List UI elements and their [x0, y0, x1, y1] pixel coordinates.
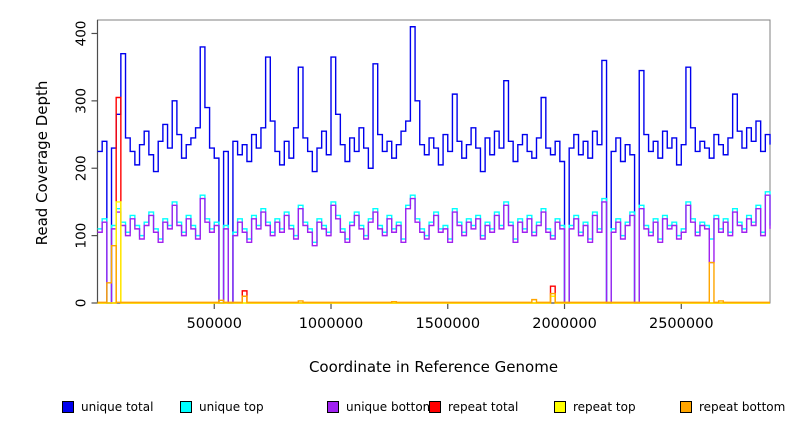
legend-swatch-repeat-total-icon: [429, 401, 441, 413]
legend-label-unique-bottom: unique bottom: [346, 400, 435, 414]
legend-item-unique-total: unique total: [62, 399, 153, 415]
series-line-unique-total: [97, 26, 771, 304]
series-line-unique-top: [97, 191, 771, 304]
x-tick-label: 2500000: [649, 316, 714, 332]
legend-item-repeat-top: repeat top: [554, 399, 636, 415]
legend-item-unique-top: unique top: [180, 399, 264, 415]
legend-swatch-unique-total-icon: [62, 401, 74, 413]
legend-swatch-unique-bottom-icon: [327, 401, 339, 413]
x-tick-label: 2000000: [532, 316, 597, 332]
plot-box: [97, 19, 771, 304]
y-tick-label: 0: [74, 299, 90, 308]
legend-label-unique-top: unique top: [199, 400, 264, 414]
legend-swatch-repeat-bottom-icon: [680, 401, 692, 413]
legend-item-repeat-bottom: repeat bottom: [680, 399, 785, 415]
series-line-unique-bottom: [97, 194, 771, 304]
x-tick-label: 500000: [187, 316, 242, 332]
x-tick-label: 1500000: [415, 316, 480, 332]
y-tick-label: 300: [74, 88, 90, 114]
legend-item-unique-bottom: unique bottom: [327, 399, 434, 415]
x-axis-title: Coordinate in Reference Genome: [308, 358, 559, 376]
y-tick-label: 200: [74, 155, 90, 181]
legend-label-repeat-total: repeat total: [448, 400, 519, 414]
y-tick-label: 400: [74, 21, 90, 47]
legend-swatch-unique-top-icon: [180, 401, 192, 413]
legend-item-repeat-total: repeat total: [429, 399, 518, 415]
y-tick-label: 100: [74, 223, 90, 249]
x-tick-label: 1000000: [299, 316, 364, 332]
legend-swatch-repeat-top-icon: [554, 401, 566, 413]
series-line-repeat-bottom: [97, 245, 770, 304]
legend-label-repeat-top: repeat top: [573, 400, 636, 414]
legend-label-repeat-bottom: repeat bottom: [699, 400, 786, 414]
y-axis-title: Read Coverage Depth: [33, 80, 51, 246]
legend-label-unique-total: unique total: [81, 400, 154, 414]
legend: unique total unique top unique bottom re…: [0, 399, 792, 417]
